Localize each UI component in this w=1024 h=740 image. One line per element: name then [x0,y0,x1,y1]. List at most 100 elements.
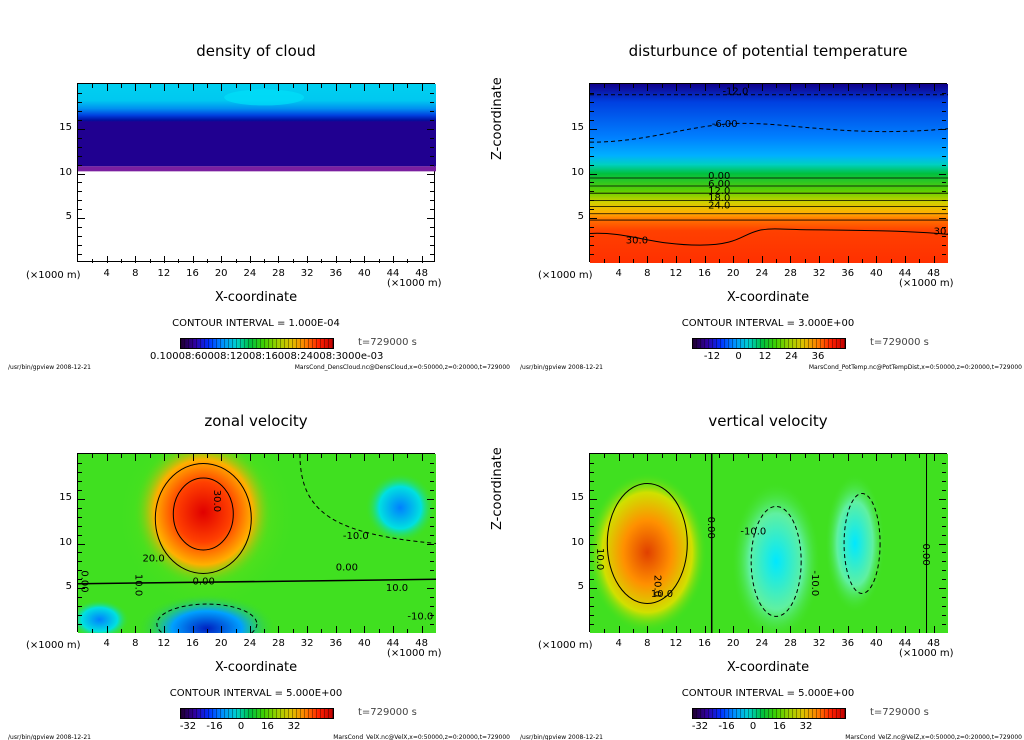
x-tick [819,626,821,633]
colorbar [180,708,334,719]
x-tick [632,259,634,263]
y-tick [78,462,82,464]
x-tick-top [618,84,620,91]
x-tick [747,259,749,263]
x-tick-top [704,84,706,91]
y-tick [78,200,82,202]
x-axis-label: X-coordinate [214,290,298,305]
y-tick [590,462,594,464]
x-tick-label: 16 [698,638,711,649]
y-tick [78,471,82,473]
colorbar-label: -32 [691,721,709,732]
y-tick-right [430,561,434,563]
x-tick-top [364,454,366,461]
x-unit-right: (×1000 m) [387,648,442,659]
y-tick-right [430,579,434,581]
x-unit-left: (×1000 m) [538,640,593,651]
contour-label: 10.0 [386,583,408,594]
y-tick-right [430,164,434,166]
x-tick-label: 44 [898,268,912,279]
y-tick-right [942,227,946,229]
x-tick [890,629,892,633]
y-tick [590,471,594,473]
x-tick-label: 44 [386,268,400,279]
colorbar-label: -32 [179,721,197,732]
x-tick-top [647,84,649,91]
x-tick [278,626,280,633]
x-tick [364,256,366,263]
contour-label: 6.00 [708,179,730,190]
x-tick-label: 12 [669,268,683,279]
plot-area: -12.0-6.000.006.0012.018.024.030.030.048… [571,83,948,279]
x-tick-label: 44 [386,638,400,649]
x-axis-label: X-coordinate [214,660,298,675]
y-tick-label: 10 [59,166,72,178]
x-tick [192,256,194,263]
x-tick [264,629,266,633]
x-tick-label: 4 [615,638,622,649]
y-tick [590,245,594,247]
x-tick-top [790,84,792,91]
y-tick [590,480,594,482]
y-tick [590,110,594,112]
y-tick [78,119,82,121]
x-tick [790,256,792,263]
y-tick-right [942,236,946,238]
x-tick-top [718,84,720,88]
y-tick [78,254,82,256]
y-tick-right [427,173,434,175]
x-tick [704,256,706,263]
footer-left: /usr/bin/gpview 2008-12-21 [520,734,603,740]
x-unit-left: (×1000 m) [26,270,81,281]
x-tick-label: 16 [186,268,199,279]
x-tick [890,259,892,263]
x-tick [206,629,208,633]
y-tick [590,191,594,193]
x-tick-top [393,84,395,91]
field-shading: 10.020.010.00.00 -10.0-10.00.00 [590,454,948,633]
y-tick-right [430,507,434,509]
x-tick-label: 12 [157,638,171,649]
x-tick-label: 20 [214,268,228,279]
y-tick-right [939,588,946,590]
x-tick-label: 40 [870,268,883,279]
y-tick-label: 15 [59,491,72,503]
colorbar [692,708,846,719]
x-tick [905,626,907,633]
x-tick-label: 32 [300,268,314,279]
x-tick [704,626,706,633]
plot-panel-2: zonal velocity 30.0 20.0 10.0 0.00 0.00 -10.0… [0,370,512,740]
contour-label: 10.0 [594,548,605,570]
y-tick [590,561,594,563]
x-tick-label: 40 [358,268,371,279]
x-tick-top [604,84,606,88]
y-tick-right [430,155,434,157]
x-tick [264,259,266,263]
y-tick [590,543,597,545]
y-tick-right [430,119,434,121]
x-tick-top [235,84,237,88]
x-tick-top [92,84,94,88]
y-tick [590,227,594,229]
y-tick-label: 10 [571,536,584,548]
x-tick [804,629,806,633]
y-tick-right [942,110,946,112]
y-tick [590,597,594,599]
x-tick-top [804,454,806,458]
x-tick [393,256,395,263]
x-tick-label: 8 [644,638,651,649]
x-tick-top [163,84,165,91]
y-tick [78,191,82,193]
x-tick-top [350,84,352,88]
x-tick-top [278,454,280,461]
y-tick-right [430,101,434,103]
x-tick [833,259,835,263]
contour-label: -10.0 [407,612,433,623]
x-tick-label: 4 [615,268,622,279]
x-tick-top [933,454,935,461]
footer-right: MarsCond_DensCloud.nc@DensCloud,x=0:5000… [294,364,510,371]
x-tick [776,629,778,633]
x-tick-top [632,84,634,88]
contour-label: 0.00 [336,562,358,573]
colorbar-label: 16 [261,721,274,732]
